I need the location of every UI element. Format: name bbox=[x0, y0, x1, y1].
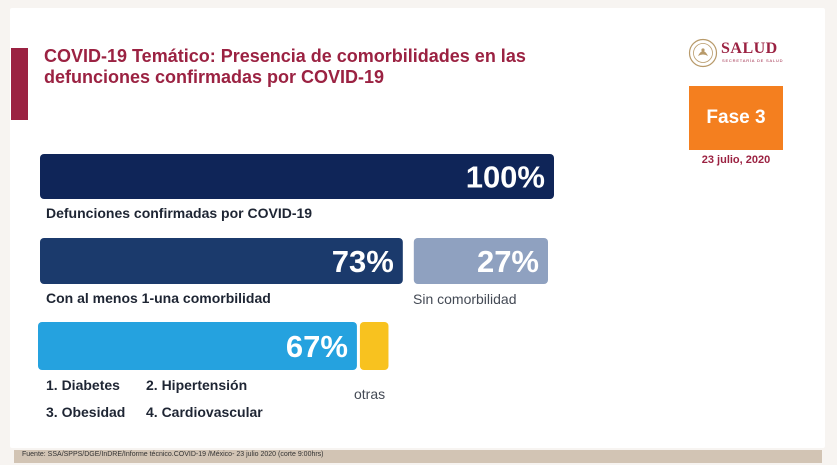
bar-segment-2-0 bbox=[38, 322, 357, 370]
slide-title: COVID-19 Temático: Presencia de comorbil… bbox=[44, 46, 526, 87]
bar-value-label-0-0: 100% bbox=[466, 160, 545, 195]
bar-value-label-1-0: 73% bbox=[332, 244, 394, 279]
slide-frame bbox=[10, 8, 825, 448]
comorbidity-item-hipertension: 2. Hipertensión bbox=[146, 377, 248, 393]
bar-value-label-1-1: 27% bbox=[477, 244, 539, 279]
bar-label-sin-comorbilidad: Sin comorbilidad bbox=[413, 291, 517, 307]
national-seal-icon bbox=[688, 38, 718, 68]
phase-badge: Fase 3 bbox=[689, 86, 783, 150]
bar-segment-1-0 bbox=[40, 238, 403, 284]
source-text: Fuente: SSA/SPPS/DGE/InDRE/Informe técni… bbox=[22, 451, 324, 458]
bar-value-label-2-0: 67% bbox=[286, 329, 348, 364]
title-accent-bar bbox=[11, 48, 28, 120]
bar-label-otras: otras bbox=[354, 386, 386, 402]
logo-subtitle: SECRETARÍA DE SALUD bbox=[722, 58, 784, 63]
salud-logo: SALUD SECRETARÍA DE SALUD bbox=[688, 36, 798, 72]
comorbidity-item-diabetes: 1. Diabetes bbox=[46, 377, 120, 393]
logo-wordmark: SALUD bbox=[721, 40, 778, 57]
source-footer: Fuente: SSA/SPPS/DGE/InDRE/Informe técni… bbox=[14, 450, 822, 463]
bar-segment-1-1 bbox=[413, 238, 548, 284]
bar-segment-2-1 bbox=[359, 322, 389, 370]
bar-segment-0-0 bbox=[40, 154, 554, 199]
comorbidity-item-cardiovascular: 4. Cardiovascular bbox=[146, 404, 263, 420]
bar-label-defunciones: Defunciones confirmadas por COVID-19 bbox=[46, 205, 313, 221]
bar-label-con-comorbilidad: Con al menos 1-una comorbilidad bbox=[46, 290, 271, 306]
report-date: 23 julio, 2020 bbox=[701, 154, 771, 166]
comorbidity-item-obesidad: 3. Obesidad bbox=[46, 404, 126, 420]
